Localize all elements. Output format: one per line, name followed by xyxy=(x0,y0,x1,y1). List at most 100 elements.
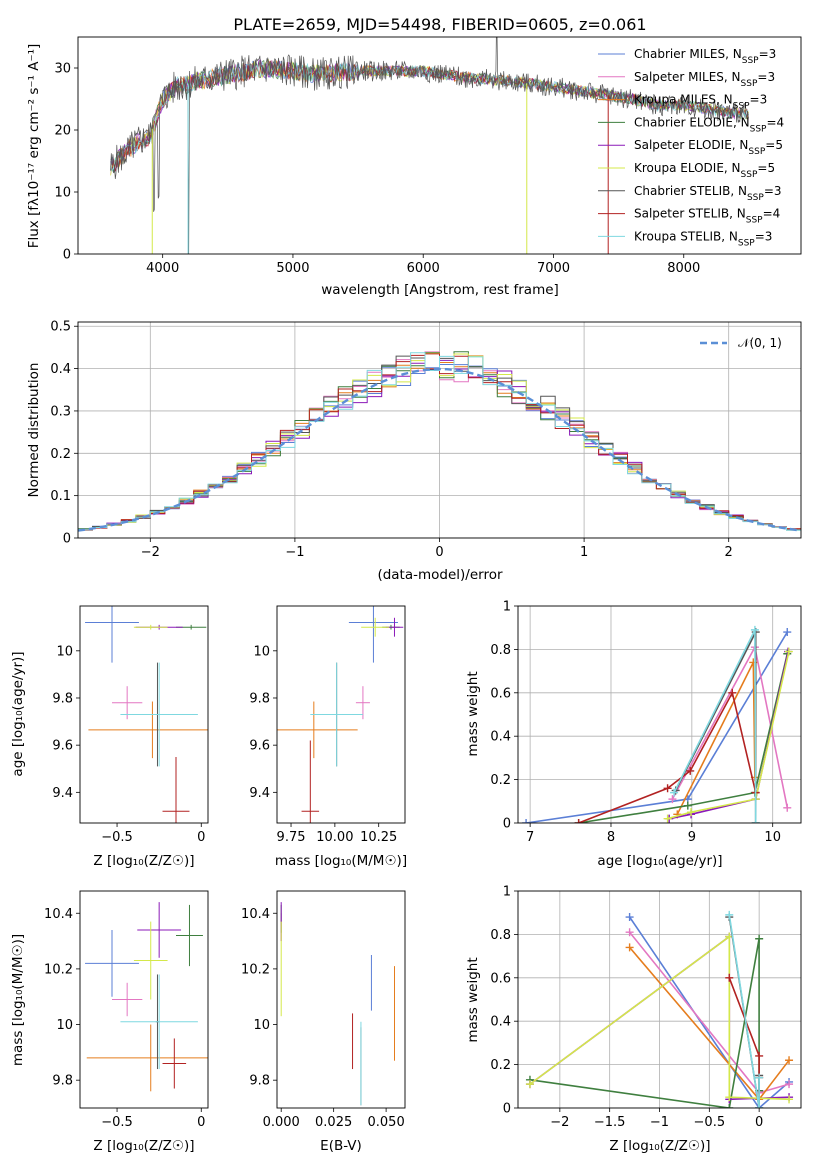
legend-label-normal: 𝒩(0, 1) xyxy=(738,336,782,350)
spectrum-ytick-label: 30 xyxy=(54,62,71,77)
mass-vs-ebv-ytick-label: 10.2 xyxy=(241,962,270,977)
residuals-xtick-label: −1 xyxy=(285,545,304,560)
mass-vs-ebv-ytick-label: 10.4 xyxy=(241,907,270,922)
weight-marker xyxy=(522,819,531,823)
mass-weight-vs-Z-xtick-label: −2 xyxy=(550,1115,569,1130)
residuals-ytick-label: 0.2 xyxy=(50,447,71,462)
mass-vs-Z-ytick-label: 10 xyxy=(56,1018,73,1033)
spectrum-xtick-label: 7000 xyxy=(537,261,570,276)
legend-subscript: SSP xyxy=(741,79,758,89)
mass-weight-vs-Z-xtick-label: −1 xyxy=(650,1115,669,1130)
spectrum-xtick-label: 4000 xyxy=(146,261,179,276)
legend-subscript: SSP xyxy=(742,56,759,66)
age-vs-Z-xtick-label: 0 xyxy=(197,830,205,845)
age-vs-mass-plot xyxy=(277,606,404,823)
mass-weight-vs-Z-ytick-label: 1 xyxy=(503,885,511,900)
mass-vs-Z-ytick-label: 10.2 xyxy=(44,962,73,977)
mass-vs-Z-xtick-label: −0.5 xyxy=(101,1115,133,1130)
mass-weight-vs-Z-axes: −2 −1.5 −1 −0.5 0 0 0.2 0.4 0.6 0.8 1 Z [log₁₀(Z/Z☉… xyxy=(465,885,802,1154)
mass-weight-vs-Z-ytick-label: 0.2 xyxy=(490,1058,511,1073)
mass-vs-Z-frame xyxy=(79,890,209,1109)
age-vs-mass-frame xyxy=(276,605,406,824)
weight-marker xyxy=(783,803,792,812)
age-vs-Z-ylabel: age [log₁₀(age/yr)] xyxy=(10,651,26,776)
spectrum-plot xyxy=(110,37,749,254)
age-vs-Z-ytick-label: 9.4 xyxy=(52,786,73,801)
weight-line xyxy=(628,916,790,1108)
weight-marker xyxy=(784,647,793,656)
weight-marker xyxy=(625,913,634,922)
weight-marker xyxy=(686,766,695,775)
mass-weight-vs-age-ytick-label: 0.8 xyxy=(490,643,511,658)
mass-weight-vs-Z-ytick-label: 0.4 xyxy=(490,1015,511,1030)
mass-weight-vs-age-grid xyxy=(518,606,801,823)
mass-weight-vs-age-xtick-label: 8 xyxy=(607,830,615,845)
mass-weight-vs-Z-xtick-label: −0.5 xyxy=(694,1115,726,1130)
residuals-xlabel: (data-model)/error xyxy=(377,567,503,583)
weight-marker xyxy=(683,801,692,810)
age-vs-mass-ytick-label: 9.8 xyxy=(249,691,270,706)
mass-weight-vs-Z-ytick-label: 0.8 xyxy=(490,928,511,943)
mass-weight-vs-age-xlabel: age [log₁₀(age/yr)] xyxy=(597,853,722,869)
mass-vs-ebv-xtick-label: 0.000 xyxy=(263,1115,300,1130)
residuals-axes: −2 −1 0 1 2 0 0.1 0.2 0.3 0.4 0.5 (data-model)/erro… xyxy=(26,320,802,583)
mass-vs-ebv-xtick-label: 0.025 xyxy=(315,1115,352,1130)
spectrum-xtick-label: 8000 xyxy=(667,261,700,276)
mass-weight-vs-age-ytick-label: 1 xyxy=(503,600,511,615)
mass-vs-ebv-plot xyxy=(280,902,396,1106)
mass-vs-Z-ylabel: mass [log₁₀(M/M☉)] xyxy=(10,934,26,1066)
weight-marker xyxy=(783,628,792,637)
age-vs-Z-plot xyxy=(85,606,208,823)
legend-label: Kroupa STELIB, NSSP=3 xyxy=(634,229,772,248)
age-vs-mass-ytick-label: 10 xyxy=(253,644,270,659)
mass-vs-ebv-xtick-label: 0.050 xyxy=(368,1115,405,1130)
legend-subscript: SSP xyxy=(750,124,767,134)
residuals-ytick-label: 0.5 xyxy=(50,320,71,335)
age-vs-Z-frame xyxy=(79,605,209,824)
residuals-xtick-label: −2 xyxy=(141,545,160,560)
legend-label: Salpeter ELODIE, NSSP=5 xyxy=(634,138,783,157)
weight-marker xyxy=(785,1080,794,1089)
spectrum-frame xyxy=(77,36,802,255)
residuals-xtick-label: 1 xyxy=(580,545,588,560)
mass-weight-vs-age-xtick-label: 10 xyxy=(764,830,781,845)
age-vs-Z-axes: −0.5 0 9.4 9.6 9.8 10 Z [log₁₀(Z/Z☉)] age [log₁… xyxy=(10,605,209,869)
mass-weight-vs-Z-ytick-label: 0 xyxy=(503,1102,511,1117)
weight-marker xyxy=(755,1073,764,1082)
age-vs-Z-xlabel: Z [log₁₀(Z/Z☉)] xyxy=(93,853,194,869)
weight-marker xyxy=(525,1080,534,1089)
weight-line xyxy=(578,653,789,823)
weight-marker xyxy=(663,784,672,793)
weight-marker xyxy=(755,1051,764,1060)
legend-label: Salpeter STELIB, NSSP=4 xyxy=(634,207,780,226)
age-vs-mass-ytick-label: 9.4 xyxy=(249,786,270,801)
residuals-xtick-label: 2 xyxy=(725,545,733,560)
weight-marker xyxy=(725,973,734,982)
spectrum-ytick-label: 0 xyxy=(63,248,71,263)
spectrum-axes: 4000 5000 6000 7000 8000 0 10 20 30 wavelength [A… xyxy=(26,36,802,298)
weight-marker xyxy=(668,795,677,804)
mass-weight-vs-age-axes: 7 8 9 10 0 0.2 0.4 0.6 0.8 1 age [log₁₀(age/yr)] ma… xyxy=(465,600,802,869)
weight-marker xyxy=(785,1095,794,1104)
mass-vs-Z-plot xyxy=(85,902,208,1092)
spectrum-data-line xyxy=(110,37,749,254)
spectrum-xlabel: wavelength [Angstrom, rest frame] xyxy=(321,282,559,298)
legend-subscript: SSP xyxy=(747,193,764,203)
weight-marker xyxy=(755,1104,764,1108)
legend-subscript: SSP xyxy=(748,147,765,157)
weight-marker xyxy=(574,819,583,823)
mass-weight-vs-age-ytick-label: 0.4 xyxy=(490,730,511,745)
spectrum-ytick-label: 10 xyxy=(54,186,71,201)
spectrum-ytick-label: 20 xyxy=(54,124,71,139)
mass-weight-vs-age-ytick-label: 0.6 xyxy=(490,686,511,701)
age-vs-mass-xlabel: mass [log₁₀(M/M☉)] xyxy=(275,853,407,869)
normal-curve xyxy=(78,367,801,532)
mass-weight-vs-Z-plot xyxy=(518,891,801,1108)
mass-weight-vs-Z-xtick-label: −1.5 xyxy=(594,1115,626,1130)
mass-weight-vs-age-plot xyxy=(518,606,801,823)
age-vs-Z-xtick-label: −0.5 xyxy=(101,830,133,845)
mass-vs-ebv-ytick-label: 10 xyxy=(253,1018,270,1033)
weight-marker xyxy=(687,808,696,817)
legend-label: Kroupa ELODIE, NSSP=5 xyxy=(634,161,775,180)
